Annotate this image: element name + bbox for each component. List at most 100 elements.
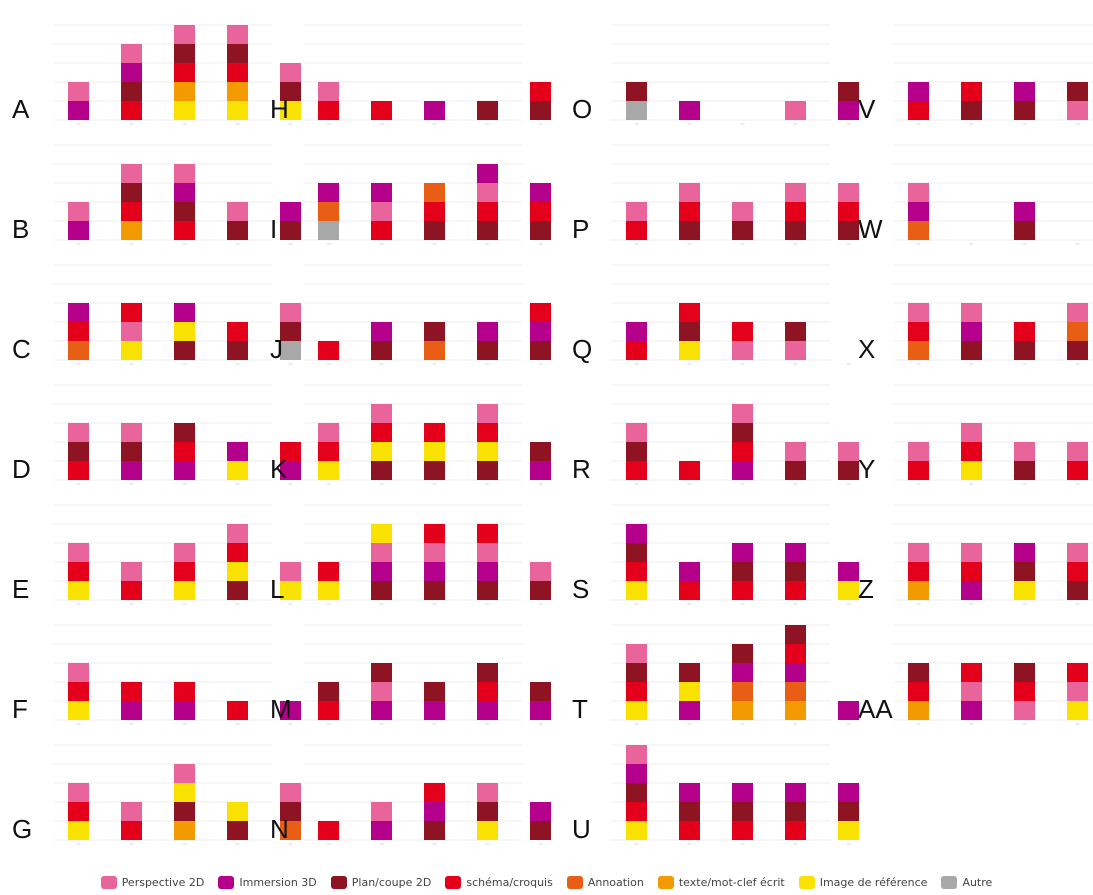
bar-segment-amber (227, 82, 248, 101)
panel-d: D (12, 384, 301, 485)
bar-segment-darkred (530, 821, 551, 840)
bar-segment-red (477, 682, 498, 701)
legend-swatch-orange (566, 875, 583, 889)
bar-segment-red (908, 562, 929, 581)
bar-segment-pink (908, 303, 929, 322)
bar-segment-purple (121, 63, 142, 82)
bar-segment-pink (1014, 701, 1035, 720)
legend-label: schéma/croquis (466, 875, 553, 889)
bar-segment-darkred (424, 821, 445, 840)
bar-segment-red (424, 202, 445, 221)
panel-t: T (572, 624, 859, 725)
bar-segment-darkred (1014, 663, 1035, 682)
bar-segment-darkred (318, 682, 339, 701)
bar-segment-red (121, 682, 142, 701)
bar-segment-darkred (227, 341, 248, 360)
bar-segment-red (68, 322, 89, 341)
bar-segment-red (961, 442, 982, 461)
bar-segment-yellow (68, 821, 89, 840)
legend-label: Immersion 3D (239, 875, 317, 889)
bar-segment-orange (318, 202, 339, 221)
bar-segment-purple (424, 802, 445, 821)
bar-segment-darkred (1014, 221, 1035, 240)
bar-segment-amber (908, 581, 929, 600)
bar-segment-yellow (121, 341, 142, 360)
bar-segment-purple (371, 183, 392, 202)
bar-segment-darkred (626, 783, 647, 802)
legend-item-texte-mot-clef: texte/mot-clef écrit (657, 875, 785, 889)
bar-segment-purple (961, 701, 982, 720)
panel-label: D (12, 454, 31, 484)
bar-segment-purple (68, 101, 89, 120)
bar-segment-red (477, 202, 498, 221)
bar-segment-pink (318, 423, 339, 442)
panel-c: C (12, 264, 301, 365)
bar-segment-red (908, 101, 929, 120)
panel-h: H (270, 24, 551, 125)
legend-swatch-pink (100, 875, 117, 889)
panel-label: Y (858, 454, 875, 484)
legend-label: Annoation (587, 875, 644, 889)
legend-swatch-purple (218, 875, 235, 889)
bar-segment-purple (530, 461, 551, 480)
bar-segment-darkred (1067, 341, 1088, 360)
bar-segment-darkred (626, 82, 647, 101)
bar-segment-yellow (626, 701, 647, 720)
bar-segment-darkred (227, 821, 248, 840)
panel-f: F (12, 624, 301, 725)
panel-label: J (270, 334, 283, 364)
legend-swatch-red (445, 875, 462, 889)
bar-segment-darkred (424, 581, 445, 600)
bar-segment-darkred (477, 802, 498, 821)
bar-segment-red (626, 461, 647, 480)
panel-label: T (572, 694, 588, 724)
bar-segment-darkred (679, 663, 700, 682)
bar-segment-darkred (626, 543, 647, 562)
bar-segment-pink (227, 524, 248, 543)
panel-label: R (572, 454, 591, 484)
bar-segment-red (318, 101, 339, 120)
bar-segment-red (1014, 322, 1035, 341)
bar-segment-purple (174, 701, 195, 720)
bar-segment-darkred (280, 322, 301, 341)
panel-label: L (270, 574, 284, 604)
panel-label: I (270, 214, 277, 244)
bar-segment-amber (121, 221, 142, 240)
bar-segment-yellow (626, 821, 647, 840)
bar-segment-red (121, 303, 142, 322)
bar-segment-darkred (679, 802, 700, 821)
bar-segment-yellow (280, 101, 301, 120)
panel-o: O (572, 24, 859, 125)
bar-segment-darkred (280, 82, 301, 101)
bar-segment-darkred (1067, 581, 1088, 600)
bar-segment-red (530, 303, 551, 322)
bar-segment-pink (908, 442, 929, 461)
bar-segment-red (1067, 663, 1088, 682)
bar-segment-pink (280, 63, 301, 82)
bar-segment-red (227, 63, 248, 82)
panel-label: M (270, 694, 292, 724)
bar-segment-darkred (785, 322, 806, 341)
bar-segment-purple (174, 461, 195, 480)
bar-segment-yellow (1067, 701, 1088, 720)
bar-segment-red (1014, 682, 1035, 701)
bar-segment-pink (1067, 442, 1088, 461)
panel-v: V (858, 24, 1093, 125)
panel-label: G (12, 814, 32, 844)
bar-segment-yellow (1014, 581, 1035, 600)
bar-segment-yellow (280, 581, 301, 600)
bar-segment-red (679, 202, 700, 221)
legend-label: texte/mot-clef écrit (678, 875, 785, 889)
bar-segment-purple (626, 764, 647, 783)
bar-segment-darkred (732, 221, 753, 240)
bar-segment-darkred (732, 423, 753, 442)
bar-segment-pink (280, 562, 301, 581)
bar-segment-red (838, 202, 859, 221)
bar-segment-darkred (785, 221, 806, 240)
bar-segment-darkred (477, 461, 498, 480)
bar-segment-pink (121, 423, 142, 442)
bar-segment-red (174, 63, 195, 82)
bar-segment-purple (530, 701, 551, 720)
bar-segment-purple (626, 322, 647, 341)
legend-swatch-darkred (330, 875, 347, 889)
